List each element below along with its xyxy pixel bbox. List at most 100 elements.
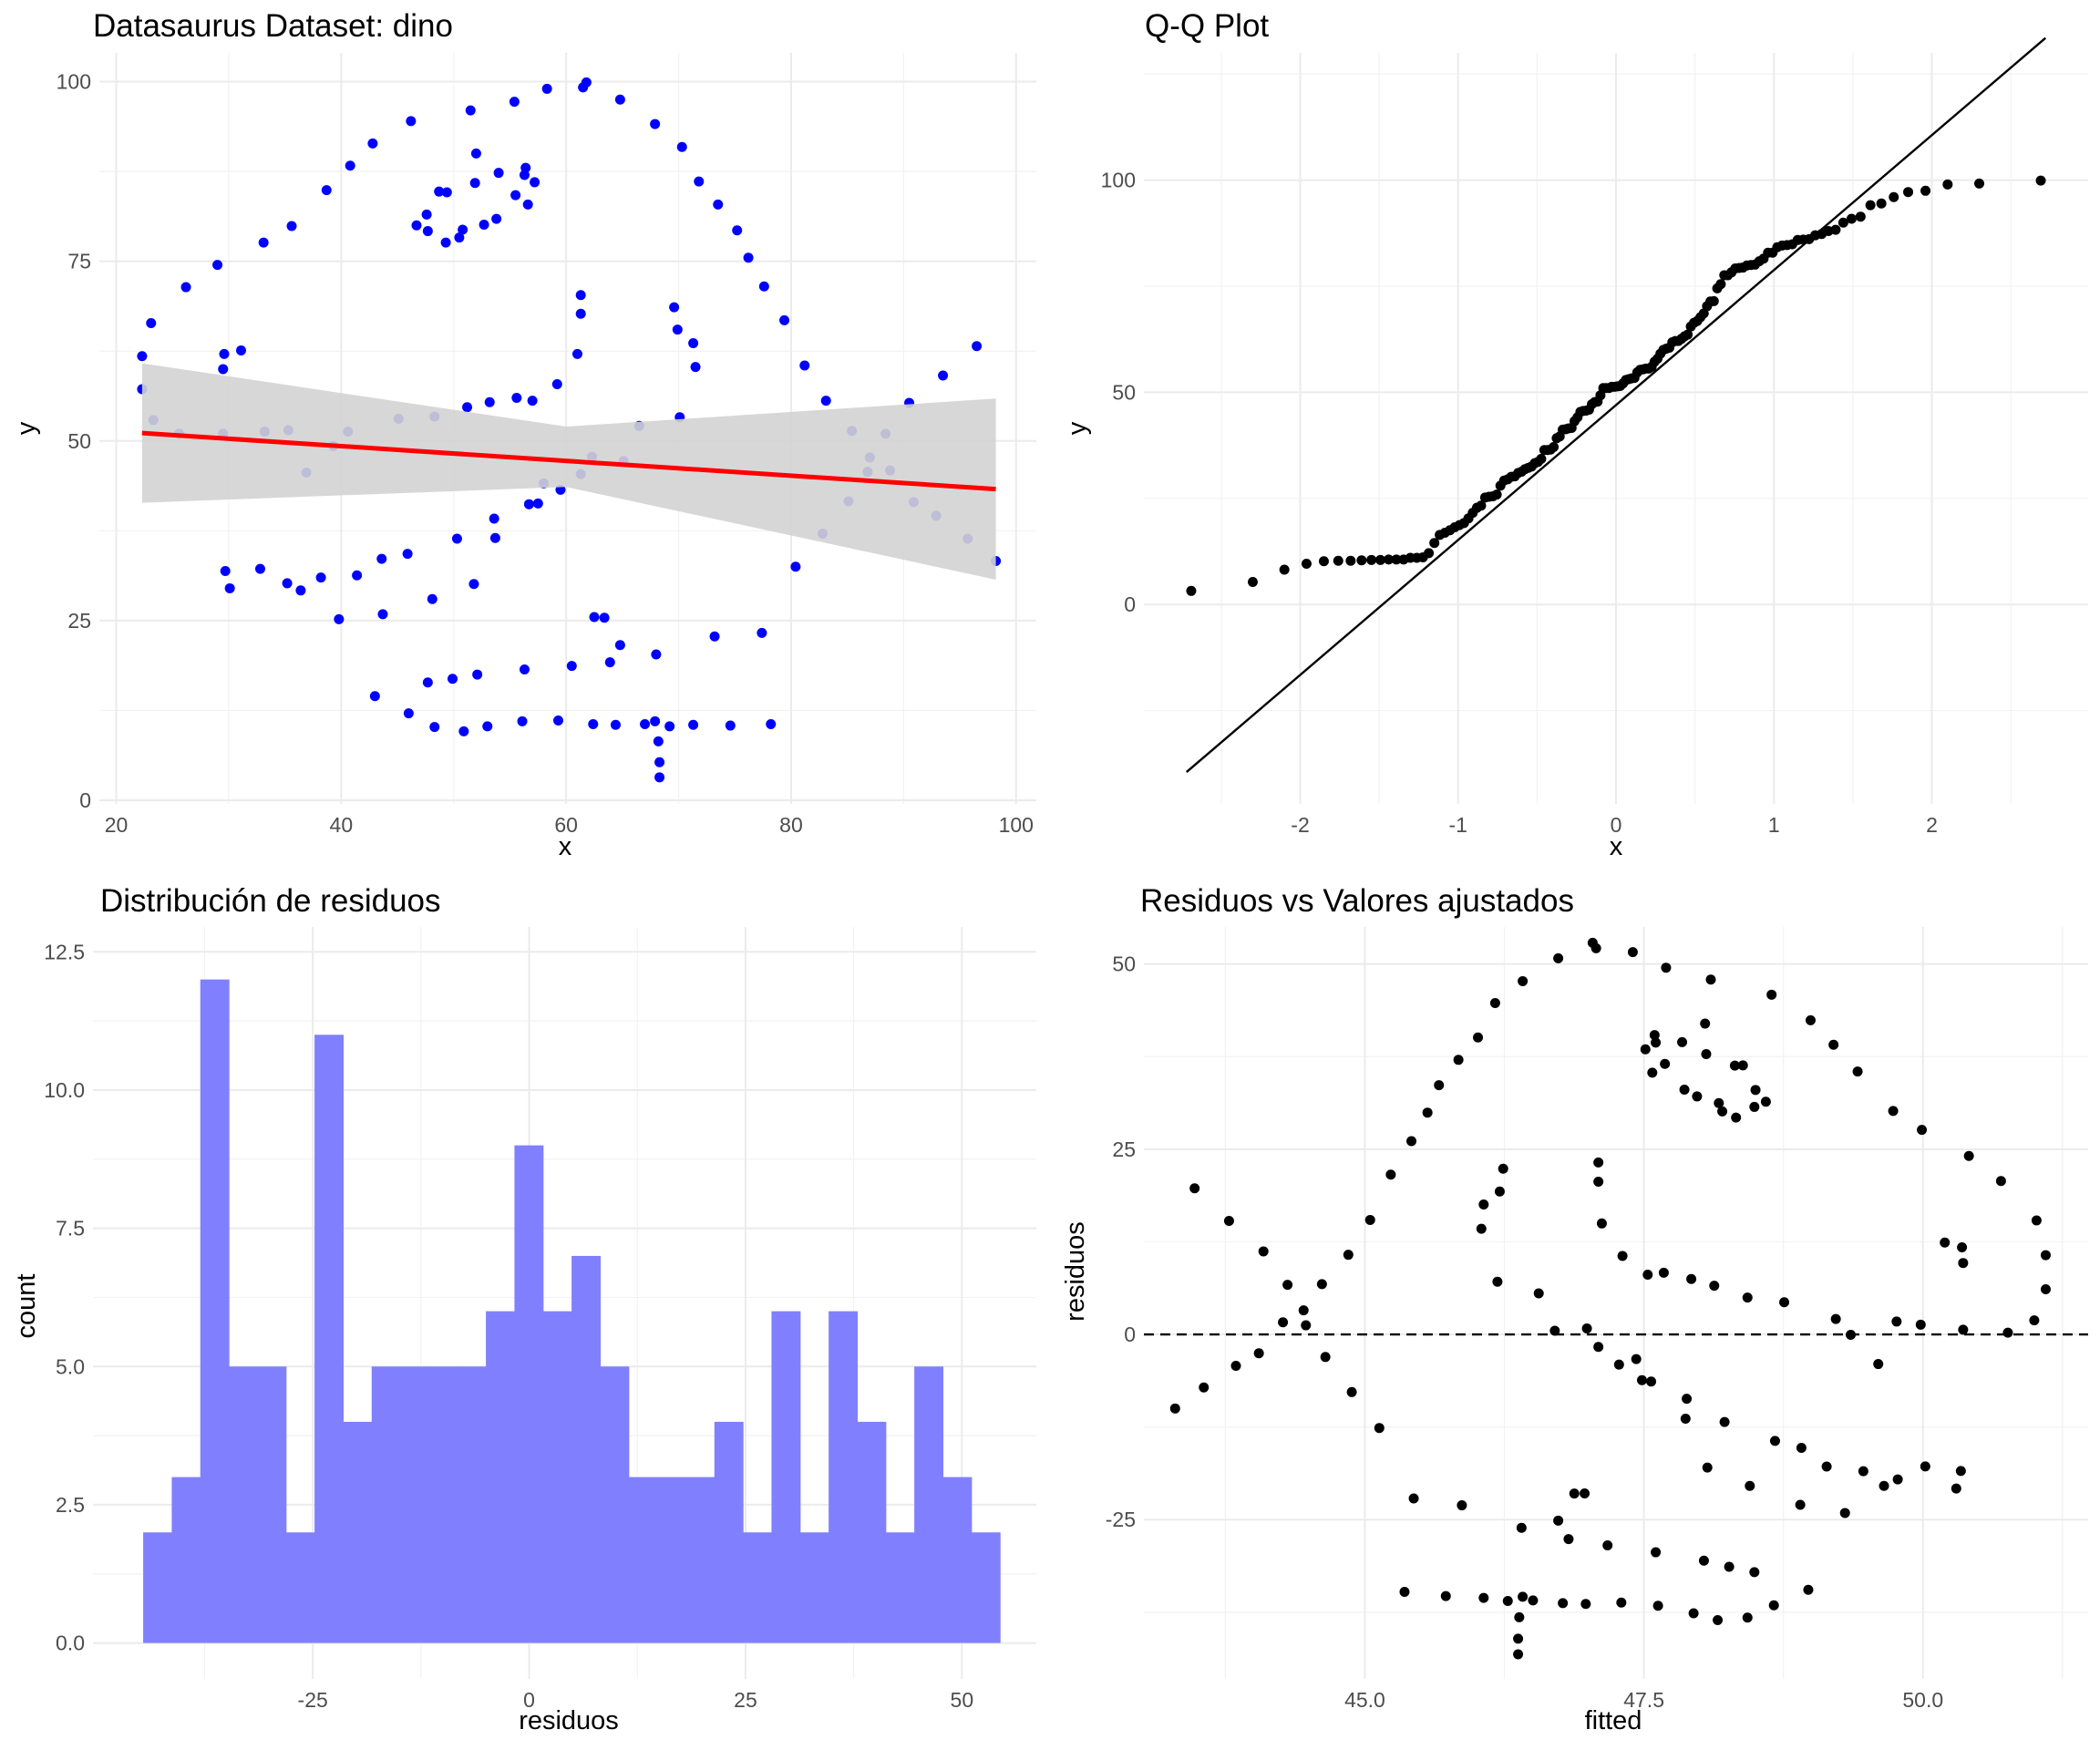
residual-point [1958, 1258, 1969, 1269]
residual-point [1749, 1567, 1760, 1578]
histogram-bar [657, 1477, 687, 1643]
y-tick-label: 0 [1124, 592, 1136, 616]
x-tick-label: 0 [523, 1688, 535, 1712]
residual-point [1677, 1036, 1688, 1047]
residual-point [1631, 1354, 1642, 1364]
residual-point [1873, 1359, 1884, 1370]
residual-point [1651, 1547, 1662, 1558]
data-point [566, 661, 577, 672]
qq-point [1830, 224, 1841, 235]
y-axis-label-residuals: residuos [1061, 1221, 1090, 1322]
histogram-bar [143, 1532, 173, 1643]
residual-point [1258, 1246, 1269, 1257]
data-point [510, 190, 521, 201]
histogram-bar [542, 1311, 572, 1643]
residual-point [1453, 1055, 1464, 1065]
qq-point [1838, 217, 1848, 228]
grid-qq [1144, 53, 2088, 804]
y-ticks-histogram: 0.0 2.5 5.0 7.5 10.0 12.5 [44, 940, 85, 1654]
histogram-bar [571, 1255, 602, 1643]
data-point [451, 533, 462, 544]
chart-title-qq: Q-Q Plot [1145, 8, 1269, 44]
histogram-bar [229, 1366, 259, 1643]
residual-point [1892, 1474, 1903, 1485]
residual-point [1955, 1466, 1966, 1477]
residual-point [1513, 1633, 1524, 1644]
residual-point [1593, 1177, 1604, 1188]
data-point [441, 187, 452, 198]
panel-qq-plot: Q-Q Plot -2 -1 0 1 2 0 50 100 x y [1063, 8, 2088, 861]
residual-point [1533, 1288, 1544, 1299]
data-point [614, 94, 625, 105]
data-point [541, 83, 552, 94]
residual-point [1769, 1436, 1780, 1446]
data-point [523, 499, 534, 510]
x-tick-label: -25 [298, 1688, 328, 1712]
residual-point [1478, 1592, 1489, 1603]
qq-point [1391, 554, 1402, 565]
residual-point [1457, 1500, 1467, 1511]
x-tick-label: 1 [1768, 813, 1780, 837]
residual-point [1719, 1416, 1730, 1427]
data-point [604, 657, 615, 668]
y-tick-label: 100 [57, 70, 91, 94]
residual-point [1795, 1499, 1806, 1510]
residual-point [1636, 1374, 1647, 1385]
residual-point [1613, 1359, 1624, 1370]
data-point [369, 691, 380, 702]
residual-point [1301, 1320, 1312, 1331]
histogram-bar [685, 1477, 715, 1643]
residual-point [1278, 1317, 1289, 1328]
data-point [321, 185, 332, 196]
data-point [509, 97, 520, 108]
x-tick-label: -2 [1291, 813, 1309, 837]
residual-point [1616, 1597, 1627, 1608]
data-point [713, 199, 724, 210]
qq-point [1424, 548, 1435, 559]
residual-point [1958, 1324, 1969, 1335]
qq-point [1855, 211, 1866, 222]
data-point [484, 396, 495, 407]
qq-point [1247, 577, 1258, 588]
data-point [527, 396, 538, 407]
data-point [669, 302, 680, 313]
data-point [469, 178, 480, 189]
residual-point [1492, 1276, 1503, 1287]
residual-point [1473, 1032, 1484, 1043]
histogram-bar [885, 1532, 915, 1643]
data-point [571, 348, 582, 359]
histogram-bar [857, 1421, 887, 1643]
residual-point [1995, 1176, 2006, 1187]
residual-point [1489, 997, 1500, 1008]
data-point [519, 664, 530, 675]
residual-point [1852, 1066, 1863, 1077]
data-point [790, 561, 801, 572]
qq-point [1366, 554, 1377, 565]
data-point [588, 718, 599, 729]
qq-point [1846, 213, 1857, 224]
y-tick-label: 0.0 [56, 1632, 85, 1655]
data-layer-dino [137, 77, 1002, 783]
data-point [725, 720, 736, 731]
data-point [258, 237, 269, 248]
qq-point [1186, 585, 1197, 596]
residual-point [1839, 1508, 1850, 1518]
residual-point [1692, 1091, 1703, 1102]
residual-point [1779, 1297, 1790, 1308]
histogram-bar [486, 1311, 516, 1643]
x-axis-label-qq: x [1610, 832, 1623, 861]
residual-point [1951, 1483, 1961, 1494]
y-tick-label: 7.5 [56, 1217, 85, 1240]
data-point [589, 612, 600, 623]
residual-point [1745, 1480, 1755, 1491]
residual-point [1658, 1267, 1669, 1278]
residual-point [1408, 1493, 1419, 1504]
residual-point [1434, 1080, 1445, 1091]
data-point [672, 324, 683, 335]
data-point [454, 232, 465, 243]
data-layer-histogram [143, 979, 1001, 1643]
residual-point [1713, 1614, 1724, 1625]
residual-point [1858, 1466, 1868, 1477]
data-point [422, 677, 433, 688]
data-point [491, 213, 502, 224]
